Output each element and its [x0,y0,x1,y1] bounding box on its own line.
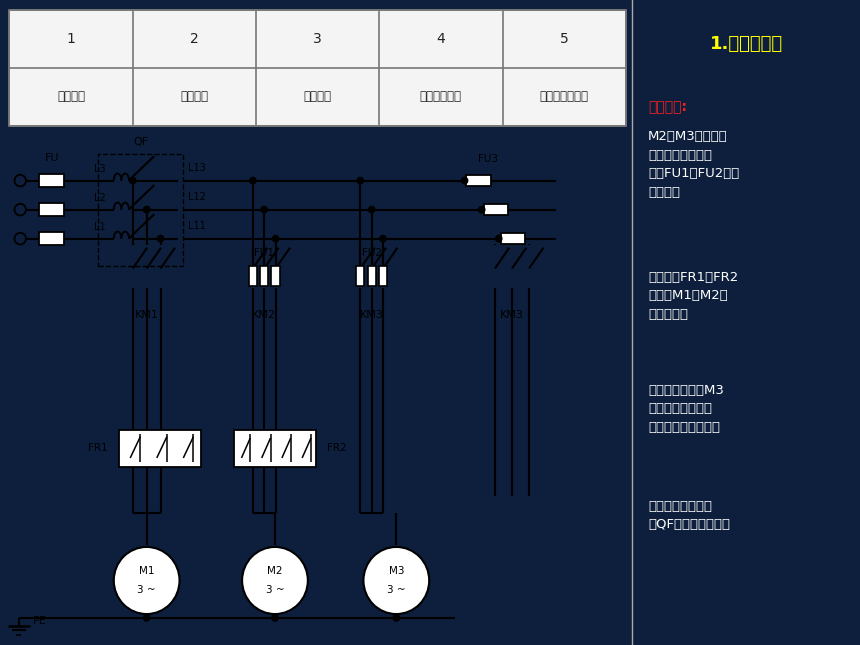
Text: FU2: FU2 [362,248,382,258]
Circle shape [130,177,136,184]
Text: M2、M3的容量都
很小，分别加装燔
断器FU1和FU2作短
路保护。: M2、M3的容量都 很小，分别加装燔 断器FU1和FU2作短 路保护。 [648,130,740,199]
Circle shape [243,547,308,614]
Text: FU: FU [45,153,59,163]
Text: 3 ~: 3 ~ [138,584,156,595]
Circle shape [144,615,150,621]
Text: 带锁匙的低压短路
器QF是电源总开关。: 带锁匙的低压短路 器QF是电源总开关。 [648,500,730,531]
Circle shape [272,615,278,621]
Text: PE: PE [33,616,46,626]
Text: L3: L3 [94,163,105,174]
Circle shape [380,235,386,242]
Bar [40,232,64,245]
Text: 5: 5 [560,32,568,46]
Text: 1: 1 [67,32,76,46]
Bar [356,266,365,286]
Text: 电源开关: 电源开关 [181,90,208,103]
Circle shape [478,206,485,213]
Bar [379,266,387,286]
Text: QF: QF [133,137,148,147]
Text: 3 ~: 3 ~ [266,584,285,595]
Text: 主电动机: 主电动机 [304,90,332,103]
Circle shape [273,235,279,242]
Text: 1.主电路分析: 1.主电路分析 [710,35,783,54]
Text: 快速移动电动机M3
是短时工作的，所
以不需要过载保护。: 快速移动电动机M3 是短时工作的，所 以不需要过载保护。 [648,384,724,434]
Circle shape [364,547,429,614]
Text: FR1: FR1 [88,443,108,453]
Text: 2: 2 [190,32,199,46]
Text: KM3: KM3 [500,310,524,320]
Text: L13: L13 [188,163,206,173]
Bar [9,10,626,126]
Circle shape [369,206,375,213]
Bar [272,266,280,286]
Text: L12: L12 [188,192,206,202]
Circle shape [114,547,180,614]
Text: FU1: FU1 [255,248,274,258]
Bar [249,266,257,286]
Text: FU3: FU3 [478,154,498,164]
Text: 3 ~: 3 ~ [387,584,406,595]
Circle shape [249,177,256,184]
Text: L1: L1 [94,221,105,232]
Text: KM2: KM2 [252,310,276,320]
Circle shape [157,235,163,242]
Text: KM1: KM1 [135,310,158,320]
Text: 电源保护: 电源保护 [57,90,85,103]
Circle shape [144,206,150,213]
Bar [367,266,376,286]
Text: FR2: FR2 [328,443,347,453]
Text: 快速移动电动机: 快速移动电动机 [539,90,588,103]
Text: L2: L2 [94,192,105,203]
Text: 热继电器FR1和FR2
分别作M1和M2的
过载保护，: 热继电器FR1和FR2 分别作M1和M2的 过载保护， [648,271,738,321]
Bar [501,233,525,244]
Circle shape [261,206,267,213]
Bar [483,204,507,215]
Text: 冷却泵电动机: 冷却泵电动机 [420,90,462,103]
Text: M1: M1 [139,566,155,577]
Circle shape [393,615,400,621]
Text: M3: M3 [389,566,404,577]
Bar [260,266,268,286]
Bar [40,174,64,187]
Text: 4: 4 [437,32,445,46]
Text: L11: L11 [188,221,206,231]
Bar [234,430,316,467]
Bar [466,175,490,186]
Circle shape [357,177,364,184]
Circle shape [462,177,468,184]
Text: 3: 3 [313,32,322,46]
Text: M2: M2 [267,566,283,577]
Bar [98,154,183,266]
Bar [40,203,64,216]
Text: 保护措施:: 保护措施: [648,100,687,114]
Bar [119,430,201,467]
Text: KM3: KM3 [359,310,384,320]
Circle shape [495,235,502,242]
